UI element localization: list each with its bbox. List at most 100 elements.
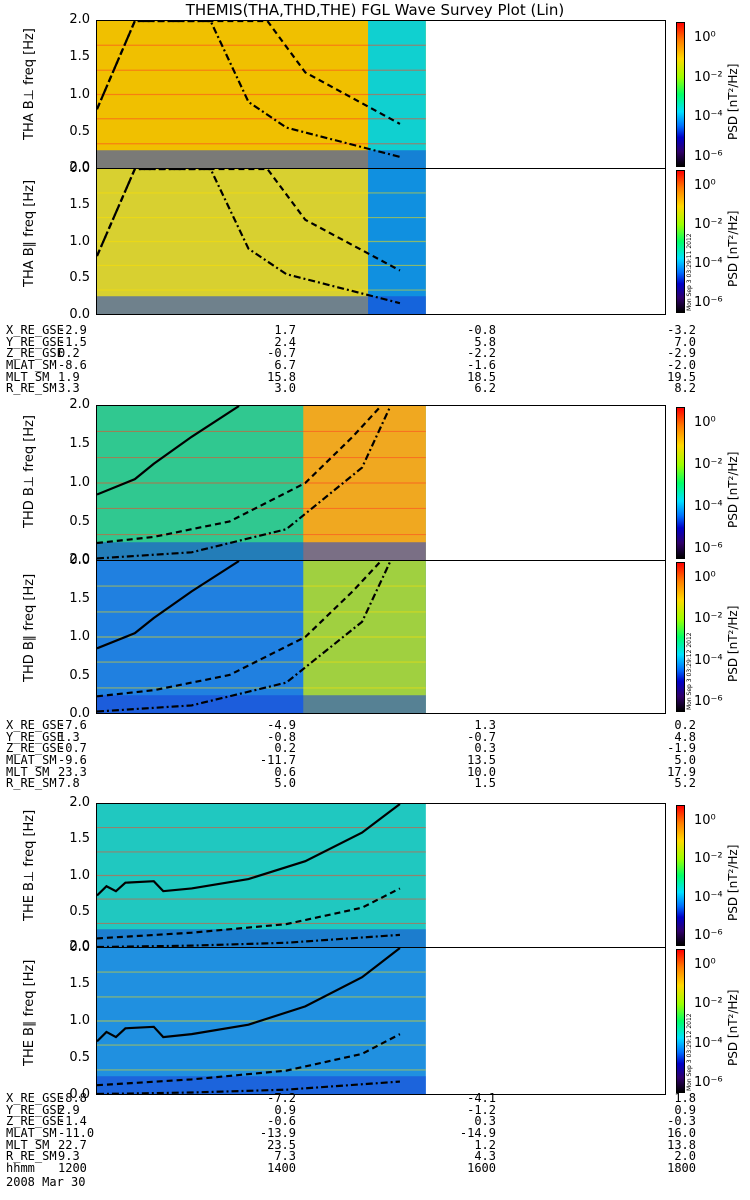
ephemeris-label: Y_RE_GSE	[6, 729, 64, 744]
ephemeris-block-thd: X_RE_GSE -7.6 -4.9 1.3 0.2 Y_RE_GSE 1.3 -0.8 -0.…	[6, 718, 736, 790]
ephemeris-value: 5.0	[674, 753, 696, 768]
colorbar-tick-label: 10⁻⁶	[694, 295, 723, 310]
ephemeris-value: -7.2	[267, 1091, 296, 1105]
ephemeris-row: Y_RE_GSE 1.3 -0.8 -0.7 4.8	[6, 729, 736, 744]
y-tick-label: 2.0	[69, 397, 90, 412]
colorbar-tick-label: 10⁻⁴	[694, 256, 723, 271]
ephemeris-row: X_RE_GSE -2.9 1.7 -0.8 -3.2	[6, 323, 736, 337]
ephemeris-row: MLAT_SM -9.6 -11.7 13.5 5.0	[6, 753, 736, 768]
y-tick-label: 2.0	[69, 795, 90, 810]
colorbar	[676, 407, 685, 559]
ephemeris-value: -0.3	[667, 1114, 696, 1129]
colorbar-tick-label: 10⁻⁶	[694, 694, 723, 709]
ephemeris-value: 1800	[667, 1161, 696, 1176]
ephemeris-value: -7.6	[58, 718, 87, 732]
ephemeris-value: 0.2	[58, 346, 80, 361]
ephemeris-value: 13.8	[667, 1137, 696, 1152]
y-tick-label: 1.0	[69, 86, 90, 102]
y-tick-label: 0.5	[69, 903, 90, 919]
low-frequency-band	[97, 542, 426, 560]
ephemeris-row: R_RE_SM 7.8 5.0 1.5 5.2	[6, 778, 736, 790]
ephemeris-row: MLT_SM 1.9 15.8 18.5 19.5	[6, 369, 736, 384]
spectrogram-plot	[97, 948, 426, 1094]
ephemeris-value: -2.2	[467, 346, 496, 361]
ephemeris-value: -0.7	[58, 741, 87, 756]
low-frequency-band	[97, 695, 426, 713]
ephemeris-row: Y_RE_GSE 2.9 0.9 -1.2 0.9	[6, 1104, 736, 1117]
ephemeris-row: X_RE_GSE -7.6 -4.9 1.3 0.2	[6, 718, 736, 732]
ephemeris-label: X_RE_GSE	[6, 1091, 64, 1105]
ephemeris-value: -13.9	[259, 1126, 296, 1141]
colorbar-tick-label: 10⁻⁴	[694, 652, 723, 668]
ephemeris-value: -0.8	[467, 323, 496, 337]
ephemeris-value: 17.9	[667, 764, 696, 779]
ephemeris-label: R_RE_SM	[6, 1149, 57, 1164]
y-tick-label: 1.0	[69, 867, 90, 883]
ephemeris-value: 1.5	[474, 776, 496, 791]
ephemeris-value: 6.7	[274, 358, 296, 373]
y-tick-label: 0.0	[69, 553, 90, 568]
curve-dashdot	[97, 1080, 401, 1094]
colorbar-tick-label: 10⁻⁶	[694, 149, 723, 164]
colorbar-tick-label: 10⁻²	[694, 996, 723, 1012]
date-label: 2008 Mar 30	[6, 1175, 86, 1189]
ephemeris-value: 3.0	[274, 381, 296, 396]
ephemeris-row: Z_RE_GSE 0.2 -0.7 -2.2 -2.9	[6, 348, 736, 360]
y-tick-label: 1.0	[69, 1013, 90, 1028]
y-tick-label: 1.5	[69, 976, 90, 991]
colorbar-tick-label: 10⁻⁴	[694, 109, 723, 125]
ephemeris-value: -0.7	[267, 346, 296, 361]
curve-solid	[97, 406, 240, 496]
ephemeris-value: 23.5	[267, 1137, 296, 1152]
ephemeris-row: MLAT_SM -11.0 -13.9 -14.9 16.0	[6, 1126, 736, 1141]
ephemeris-row: hhmm 1200 1400 1600 1800	[6, 1161, 736, 1176]
colorbar-tick-label: 10⁻⁶	[694, 928, 723, 943]
ephemeris-value: 1400	[267, 1161, 296, 1176]
timestamp-stamp: Mon Sep 3 03:29:12 2012	[686, 632, 693, 710]
ephemeris-value: 8.2	[674, 381, 696, 396]
ephemeris-label: Z_RE_GSE	[6, 1114, 64, 1129]
y-tick-label: 1.0	[69, 629, 90, 644]
y-tick-label: 0.5	[69, 514, 90, 529]
ephemeris-row: Z_RE_GSE -1.4 -0.6 0.3 -0.3	[6, 1116, 736, 1128]
ephemeris-value: 5.8	[474, 334, 496, 349]
ephemeris-label: Z_RE_GSE	[6, 346, 64, 361]
spectrogram-panel-tha-par	[96, 168, 666, 315]
colorbar-tick-label: 10⁰	[694, 957, 716, 972]
ephemeris-value: 4.3	[474, 1149, 496, 1164]
spectrogram-panel-tha-perp	[96, 20, 666, 169]
colorbar-title: PSD [nT²/Hz]	[726, 210, 740, 287]
curve-dashdot	[97, 561, 392, 713]
y-tick-label: 2.0	[69, 160, 90, 175]
ephemeris-value: 0.2	[674, 718, 696, 732]
ephemeris-value: 4.8	[674, 729, 696, 744]
colorbar-tick-label: 10⁻⁴	[694, 1035, 723, 1051]
y-tick-label: 1.5	[69, 196, 90, 212]
ephemeris-value: -0.6	[267, 1114, 296, 1129]
ephemeris-label: MLT_SM	[6, 369, 50, 384]
ephemeris-value: -0.7	[467, 729, 496, 744]
ephemeris-value: -8.6	[58, 358, 87, 373]
ephemeris-value: 9.3	[58, 1149, 80, 1164]
curve-solid	[97, 561, 240, 650]
ephemeris-value: 18.5	[467, 369, 496, 384]
spectrogram-panel-thd-par	[96, 560, 666, 714]
ephemeris-value: -1.4	[58, 1114, 87, 1129]
y-tick-label: 0.5	[69, 667, 90, 683]
ephemeris-row: R_RE_SM 9.3 7.3 4.3 2.0	[6, 1151, 736, 1163]
colorbar-tick-label: 10⁻⁶	[694, 541, 723, 556]
colorbar-tick-label: 10⁻⁶	[694, 1075, 723, 1090]
ephemeris-label: X_RE_GSE	[6, 718, 64, 732]
y-tick-label: 0.5	[69, 1050, 90, 1065]
ephemeris-label: MLT_SM	[6, 1137, 50, 1152]
ephemeris-row: Z_RE_GSE -0.7 0.2 0.3 -1.9	[6, 743, 736, 755]
curve-solid	[97, 948, 401, 1043]
ephemeris-label: hhmm	[6, 1161, 35, 1176]
ephemeris-label: R_RE_SM	[6, 776, 57, 791]
ephemeris-value: 6.2	[474, 381, 496, 396]
ephemeris-label: Y_RE_GSE	[6, 334, 64, 349]
colorbar	[676, 170, 685, 313]
ephemeris-value: 10.0	[467, 764, 496, 779]
timestamp-stamp: Mon Sep 3 03:29:11 2012	[686, 233, 693, 311]
colorbar-tick-label: 10⁰	[694, 570, 716, 585]
